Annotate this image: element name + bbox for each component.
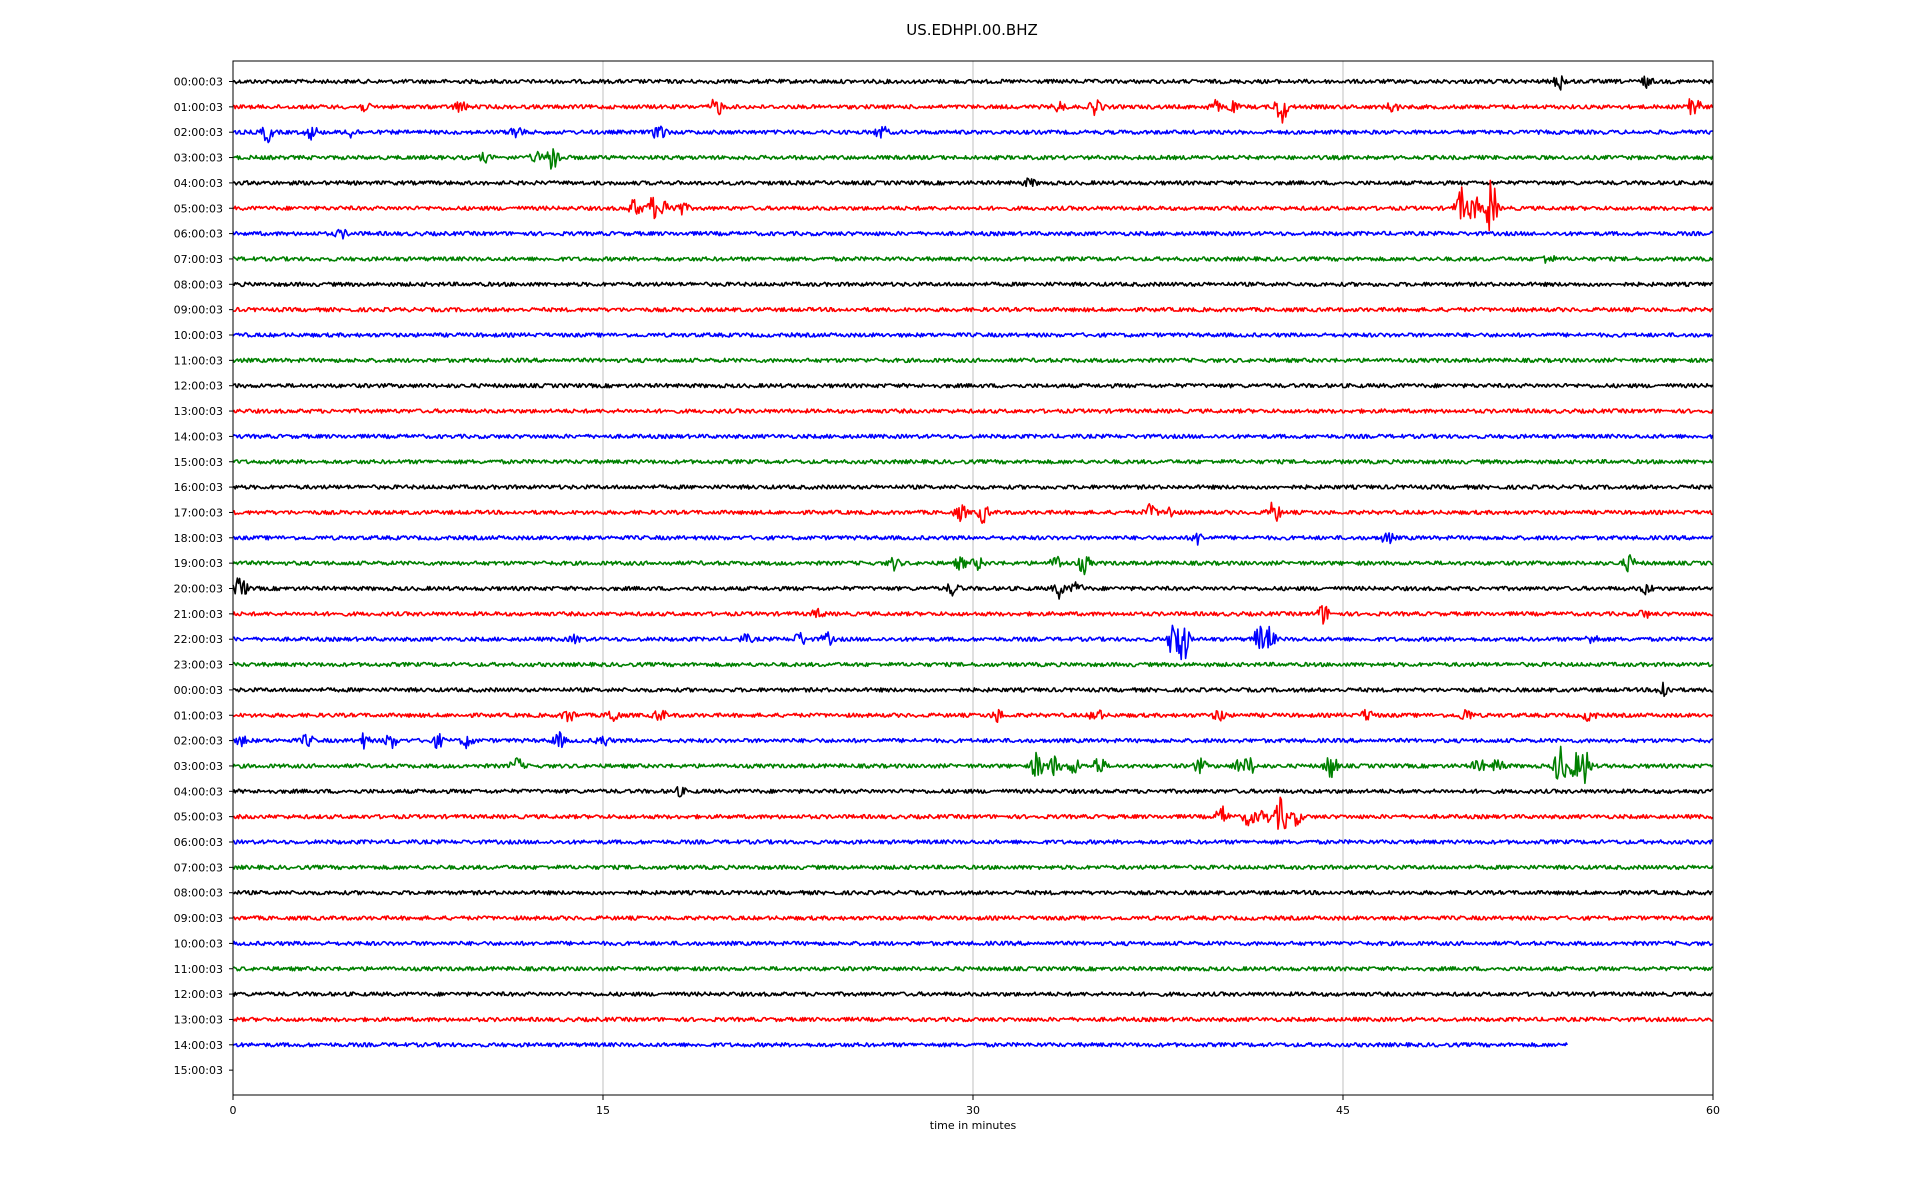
trace-row-3: [232, 148, 1714, 170]
trace-row-19: [232, 554, 1714, 576]
trace-row-36: [232, 991, 1714, 997]
trace-row-22: [232, 624, 1714, 661]
grid-lines: [602, 61, 1344, 1095]
x-tick-label-1: 15: [596, 1104, 610, 1117]
row-label-27: 03:00:03: [174, 760, 223, 773]
trace-row-5: [232, 179, 1714, 232]
trace-row-9: [232, 306, 1713, 313]
trace-row-28: [232, 786, 1713, 798]
row-label-26: 02:00:03: [174, 735, 223, 748]
row-label-35: 11:00:03: [174, 963, 223, 976]
trace-row-15: [232, 459, 1714, 465]
row-label-23: 23:00:03: [174, 659, 223, 672]
row-label-33: 09:00:03: [174, 912, 223, 925]
trace-row-2: [232, 125, 1713, 144]
x-axis-label: time in minutes: [930, 1119, 1017, 1132]
trace-row-38: [232, 1042, 1568, 1048]
row-label-14: 14:00:03: [174, 430, 223, 443]
row-label-20: 20:00:03: [174, 583, 223, 596]
trace-row-35: [232, 966, 1714, 972]
row-label-28: 04:00:03: [174, 785, 223, 798]
row-label-6: 06:00:03: [174, 228, 223, 241]
trace-row-14: [232, 433, 1714, 440]
row-label-12: 12:00:03: [174, 380, 223, 393]
trace-row-17: [232, 501, 1713, 524]
trace-row-8: [232, 281, 1714, 288]
trace-row-18: [232, 532, 1713, 546]
seismic-traces: [232, 75, 1714, 1048]
row-label-37: 13:00:03: [174, 1013, 223, 1026]
trace-row-11: [232, 357, 1714, 364]
row-label-29: 05:00:03: [174, 811, 223, 824]
trace-row-12: [232, 382, 1714, 389]
trace-row-27: [232, 745, 1714, 785]
x-tick-label-3: 45: [1336, 1104, 1350, 1117]
trace-row-0: [232, 75, 1714, 91]
trace-row-29: [232, 796, 1714, 830]
trace-row-30: [232, 839, 1714, 845]
trace-row-10: [232, 332, 1713, 338]
row-label-24: 00:00:03: [174, 684, 223, 697]
chart-title: US.EDHPI.00.BHZ: [906, 21, 1038, 39]
row-label-0: 00:00:03: [174, 76, 223, 89]
row-label-15: 15:00:03: [174, 456, 223, 469]
trace-row-31: [232, 864, 1714, 871]
row-label-19: 19:00:03: [174, 557, 223, 570]
row-label-1: 01:00:03: [174, 101, 223, 114]
trace-row-23: [232, 661, 1714, 668]
row-label-9: 09:00:03: [174, 304, 223, 317]
trace-row-24: [232, 681, 1713, 698]
row-label-32: 08:00:03: [174, 887, 223, 900]
x-tick-label-4: 60: [1706, 1104, 1720, 1117]
trace-row-26: [232, 731, 1713, 750]
x-tick-label-0: 0: [230, 1104, 237, 1117]
row-label-7: 07:00:03: [174, 253, 223, 266]
row-label-22: 22:00:03: [174, 633, 223, 646]
row-label-30: 06:00:03: [174, 836, 223, 849]
row-label-4: 04:00:03: [174, 177, 223, 190]
row-label-18: 18:00:03: [174, 532, 223, 545]
row-label-8: 08:00:03: [174, 278, 223, 291]
row-label-13: 13:00:03: [174, 405, 223, 418]
x-axis-ticks: 0 15 30 45 60: [230, 1095, 1720, 1117]
trace-row-1: [232, 98, 1714, 124]
row-label-21: 21:00:03: [174, 608, 223, 621]
trace-row-7: [232, 255, 1714, 264]
row-label-2: 02:00:03: [174, 126, 223, 139]
row-time-labels: 00:00:03 01:00:03 02:00:03 03:00:03 04:00:03…: [174, 76, 233, 1077]
row-label-5: 05:00:03: [174, 202, 223, 215]
row-label-38: 14:00:03: [174, 1039, 223, 1052]
trace-row-4: [232, 177, 1714, 188]
trace-row-33: [233, 915, 1714, 921]
row-label-34: 10:00:03: [174, 937, 223, 950]
row-label-17: 17:00:03: [174, 506, 223, 519]
row-label-11: 11:00:03: [174, 354, 223, 367]
row-label-39: 15:00:03: [174, 1064, 223, 1077]
trace-row-13: [232, 408, 1714, 414]
row-label-25: 01:00:03: [174, 709, 223, 722]
row-label-31: 07:00:03: [174, 861, 223, 874]
row-label-10: 10:00:03: [174, 329, 223, 342]
row-label-16: 16:00:03: [174, 481, 223, 494]
row-label-3: 03:00:03: [174, 152, 223, 165]
trace-row-37: [232, 1016, 1713, 1023]
trace-row-25: [232, 708, 1714, 723]
trace-row-20: [232, 577, 1714, 600]
trace-row-32: [232, 889, 1713, 896]
trace-row-34: [232, 940, 1714, 947]
trace-row-16: [232, 484, 1713, 490]
trace-row-6: [232, 228, 1714, 240]
trace-row-21: [232, 605, 1713, 625]
row-label-36: 12:00:03: [174, 988, 223, 1001]
x-tick-label-2: 30: [966, 1104, 980, 1117]
